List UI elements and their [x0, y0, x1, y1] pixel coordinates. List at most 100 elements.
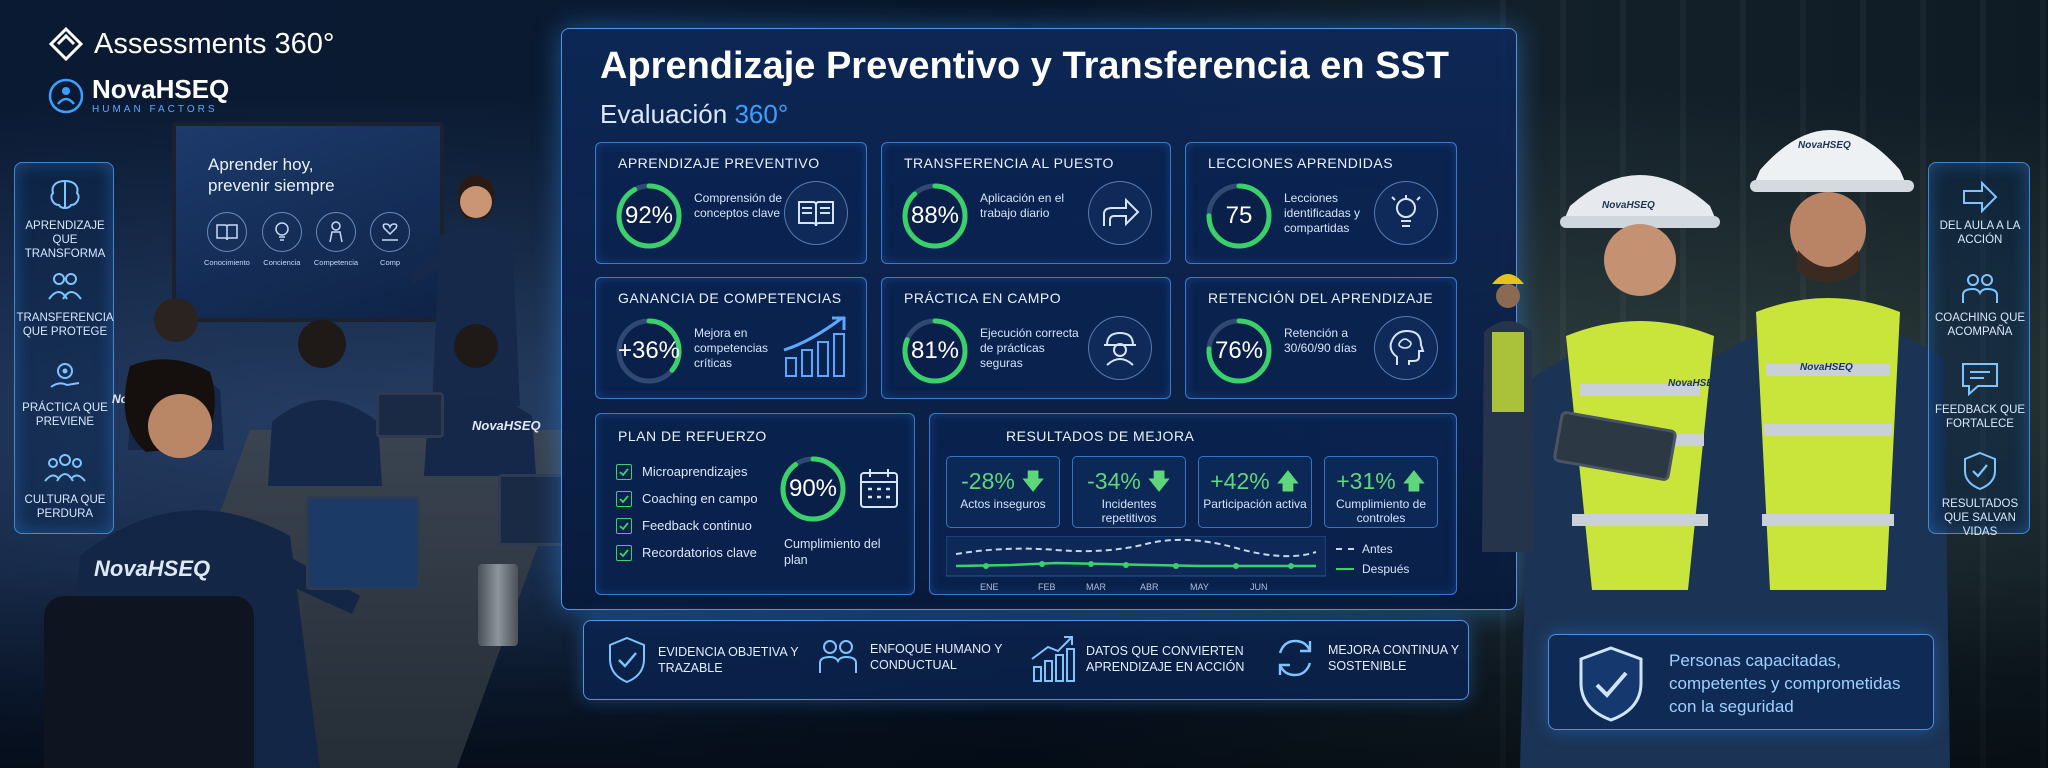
progress-ring: [902, 183, 968, 249]
laptop-front: [306, 496, 420, 590]
check-icon: [616, 517, 632, 534]
tagline-text: Personas capacitadas, competentes y comp…: [1669, 651, 1901, 716]
plan-item: Feedback continuo: [616, 512, 758, 539]
result-value: -28% 🡇: [961, 468, 1045, 494]
screen-icon-competence: Competencia: [314, 212, 358, 267]
progress-ring: [616, 318, 682, 384]
dashboard-subtitle: Evaluación 360°: [600, 99, 788, 130]
brain-icon: [50, 179, 80, 209]
screen-icon-awareness: Conciencia: [261, 212, 302, 267]
gear-hand-icon: [50, 363, 80, 388]
result-value: -34% 🡇: [1087, 468, 1171, 494]
card-icon-circle: [784, 181, 848, 245]
card-icon-circle: [1374, 181, 1438, 245]
book-icon: [798, 201, 834, 227]
feature-mejora: MEJORA CONTINUA Y SOSTENIBLE: [1272, 635, 1488, 681]
subtitle-prefix: Evaluación: [600, 99, 728, 129]
right-item-label: COACHING QUE ACOMPAÑA: [1934, 312, 2026, 338]
card-practica-campo: PRÁCTICA EN CAMPO 81% Ejecución correcta…: [881, 277, 1171, 399]
card-value: 88%: [910, 202, 960, 229]
legend-after-label: Después: [1362, 562, 1410, 576]
after-point: [1288, 563, 1294, 569]
result-box: +42% 🡅 Participación activa: [1198, 456, 1312, 528]
company-name: NovaHSEQ: [92, 74, 230, 104]
after-point: [1233, 563, 1239, 569]
chair: [44, 596, 254, 768]
progress-ring: [902, 318, 968, 384]
plan-item: Recordatorios clave: [616, 539, 758, 566]
shield-check-icon: [1964, 451, 1996, 491]
after-point: [983, 563, 989, 569]
progress-ring: [616, 183, 682, 249]
month-label: ABR: [1140, 582, 1159, 592]
card-aprendizaje-preventivo: APRENDIZAJE PREVENTIVO 92% Comprensión d…: [595, 142, 867, 264]
screen-icon-commitment: Comp: [370, 212, 411, 267]
card-title: PRÁCTICA EN CAMPO: [904, 290, 1062, 306]
people-icon: [1962, 274, 1998, 303]
arrow-right-icon: [1963, 181, 1998, 213]
card-resultados-mejora: RESULTADOS DE MEJORA -28% 🡇 Actos insegu…: [929, 413, 1457, 595]
lightbulb-icon: [275, 222, 289, 241]
left-item-practica: PRÁCTICA QUE PREVIENE: [15, 359, 115, 429]
plan-checklist: Microaprendizajes Coaching en campo Feed…: [616, 458, 758, 566]
card-title: RESULTADOS DE MEJORA: [1006, 428, 1195, 444]
plan-item-label: Microaprendizajes: [642, 464, 748, 479]
ring-progress: [616, 318, 682, 384]
presenter-figure: [408, 175, 520, 406]
growth-chart-icon: [783, 316, 846, 377]
card-icon-circle: [1088, 316, 1152, 380]
helmet-logo: NovaHSEQ: [1602, 200, 1655, 211]
card-ganancia-competencias: GANANCIA DE COMPETENCIAS +36% Mejora en …: [595, 277, 867, 399]
ring-progress: [1206, 318, 1272, 384]
card-value: 92%: [624, 202, 674, 229]
laptop: [498, 474, 568, 546]
screen-icon-knowledge: Conocimiento: [204, 212, 250, 267]
chat-icon: [1962, 363, 1998, 397]
card-description: Aplicación en el trabajo diario: [980, 191, 1065, 220]
plan-item-label: Feedback continuo: [642, 518, 752, 533]
feature-enfoque: ENFOQUE HUMANO Y CONDUCTUAL: [816, 635, 1030, 679]
people-icon: [819, 640, 857, 673]
screen-icon-label: Conciencia: [263, 258, 301, 267]
legend-before-label: Antes: [1362, 542, 1393, 556]
card-description: Retención a 30/60/90 días: [1284, 326, 1357, 355]
after-point: [1123, 562, 1129, 568]
vest-logo: NovaHSEQ: [1668, 378, 1721, 389]
novahseq-logo-icon: [48, 78, 84, 113]
result-value: +42% 🡅: [1210, 468, 1300, 494]
screen-icon-label: Competencia: [313, 258, 359, 267]
shirt-logo: NovaHSEQ: [94, 556, 211, 581]
check-icon: [616, 463, 632, 480]
ring-progress: [902, 183, 968, 249]
result-value: +31% 🡅: [1336, 468, 1426, 494]
legend-before: Antes: [1336, 542, 1393, 556]
left-item-label: APRENDIZAJE QUE TRANSFORMA: [24, 220, 106, 260]
laptop: [376, 392, 444, 438]
month-label: FEB: [1038, 582, 1056, 592]
after-point: [1088, 561, 1094, 567]
month-label: ENE: [980, 582, 999, 592]
left-item-label: TRANSFERENCIA QUE PROTEGE: [16, 312, 114, 338]
left-item-transferencia: TRANSFERENCIA QUE PROTEGE: [15, 269, 115, 339]
left-item-label: CULTURA QUE PERDURA: [24, 494, 106, 520]
card-value: 75: [1225, 202, 1253, 229]
result-label: Actos inseguros: [960, 497, 1046, 511]
presentation-screen: Aprender hoy, prevenir siempre Conocimie…: [172, 122, 444, 322]
helmet-logo: NovaHSEQ: [1798, 140, 1851, 151]
plan-item: Coaching en campo: [616, 485, 758, 512]
person-icon: [329, 221, 343, 243]
share-arrow-icon: [1103, 197, 1140, 227]
right-item-label: RESULTADOS QUE SALVAN VIDAS: [1941, 498, 2019, 538]
before-after-chart: ENE FEB MAR ABR MAY JUN: [946, 536, 1326, 592]
right-item-coaching: COACHING QUE ACOMPAÑA: [1929, 271, 2031, 339]
down-arrow-icon: 🡇: [1147, 468, 1171, 494]
check-icon: [616, 490, 632, 507]
screen-icon-label: Conocimiento: [204, 258, 250, 267]
after-point: [1173, 563, 1179, 569]
card-title: LECCIONES APRENDIDAS: [1208, 155, 1394, 171]
card-plan-refuerzo: PLAN DE REFUERZO Microaprendizajes Coach…: [595, 413, 915, 595]
book-icon: [216, 224, 238, 241]
month-label: JUN: [1250, 582, 1268, 592]
card-transferencia-puesto: TRANSFERENCIA AL PUESTO 88% Aplicación e…: [881, 142, 1171, 264]
card-title: TRANSFERENCIA AL PUESTO: [904, 155, 1114, 171]
